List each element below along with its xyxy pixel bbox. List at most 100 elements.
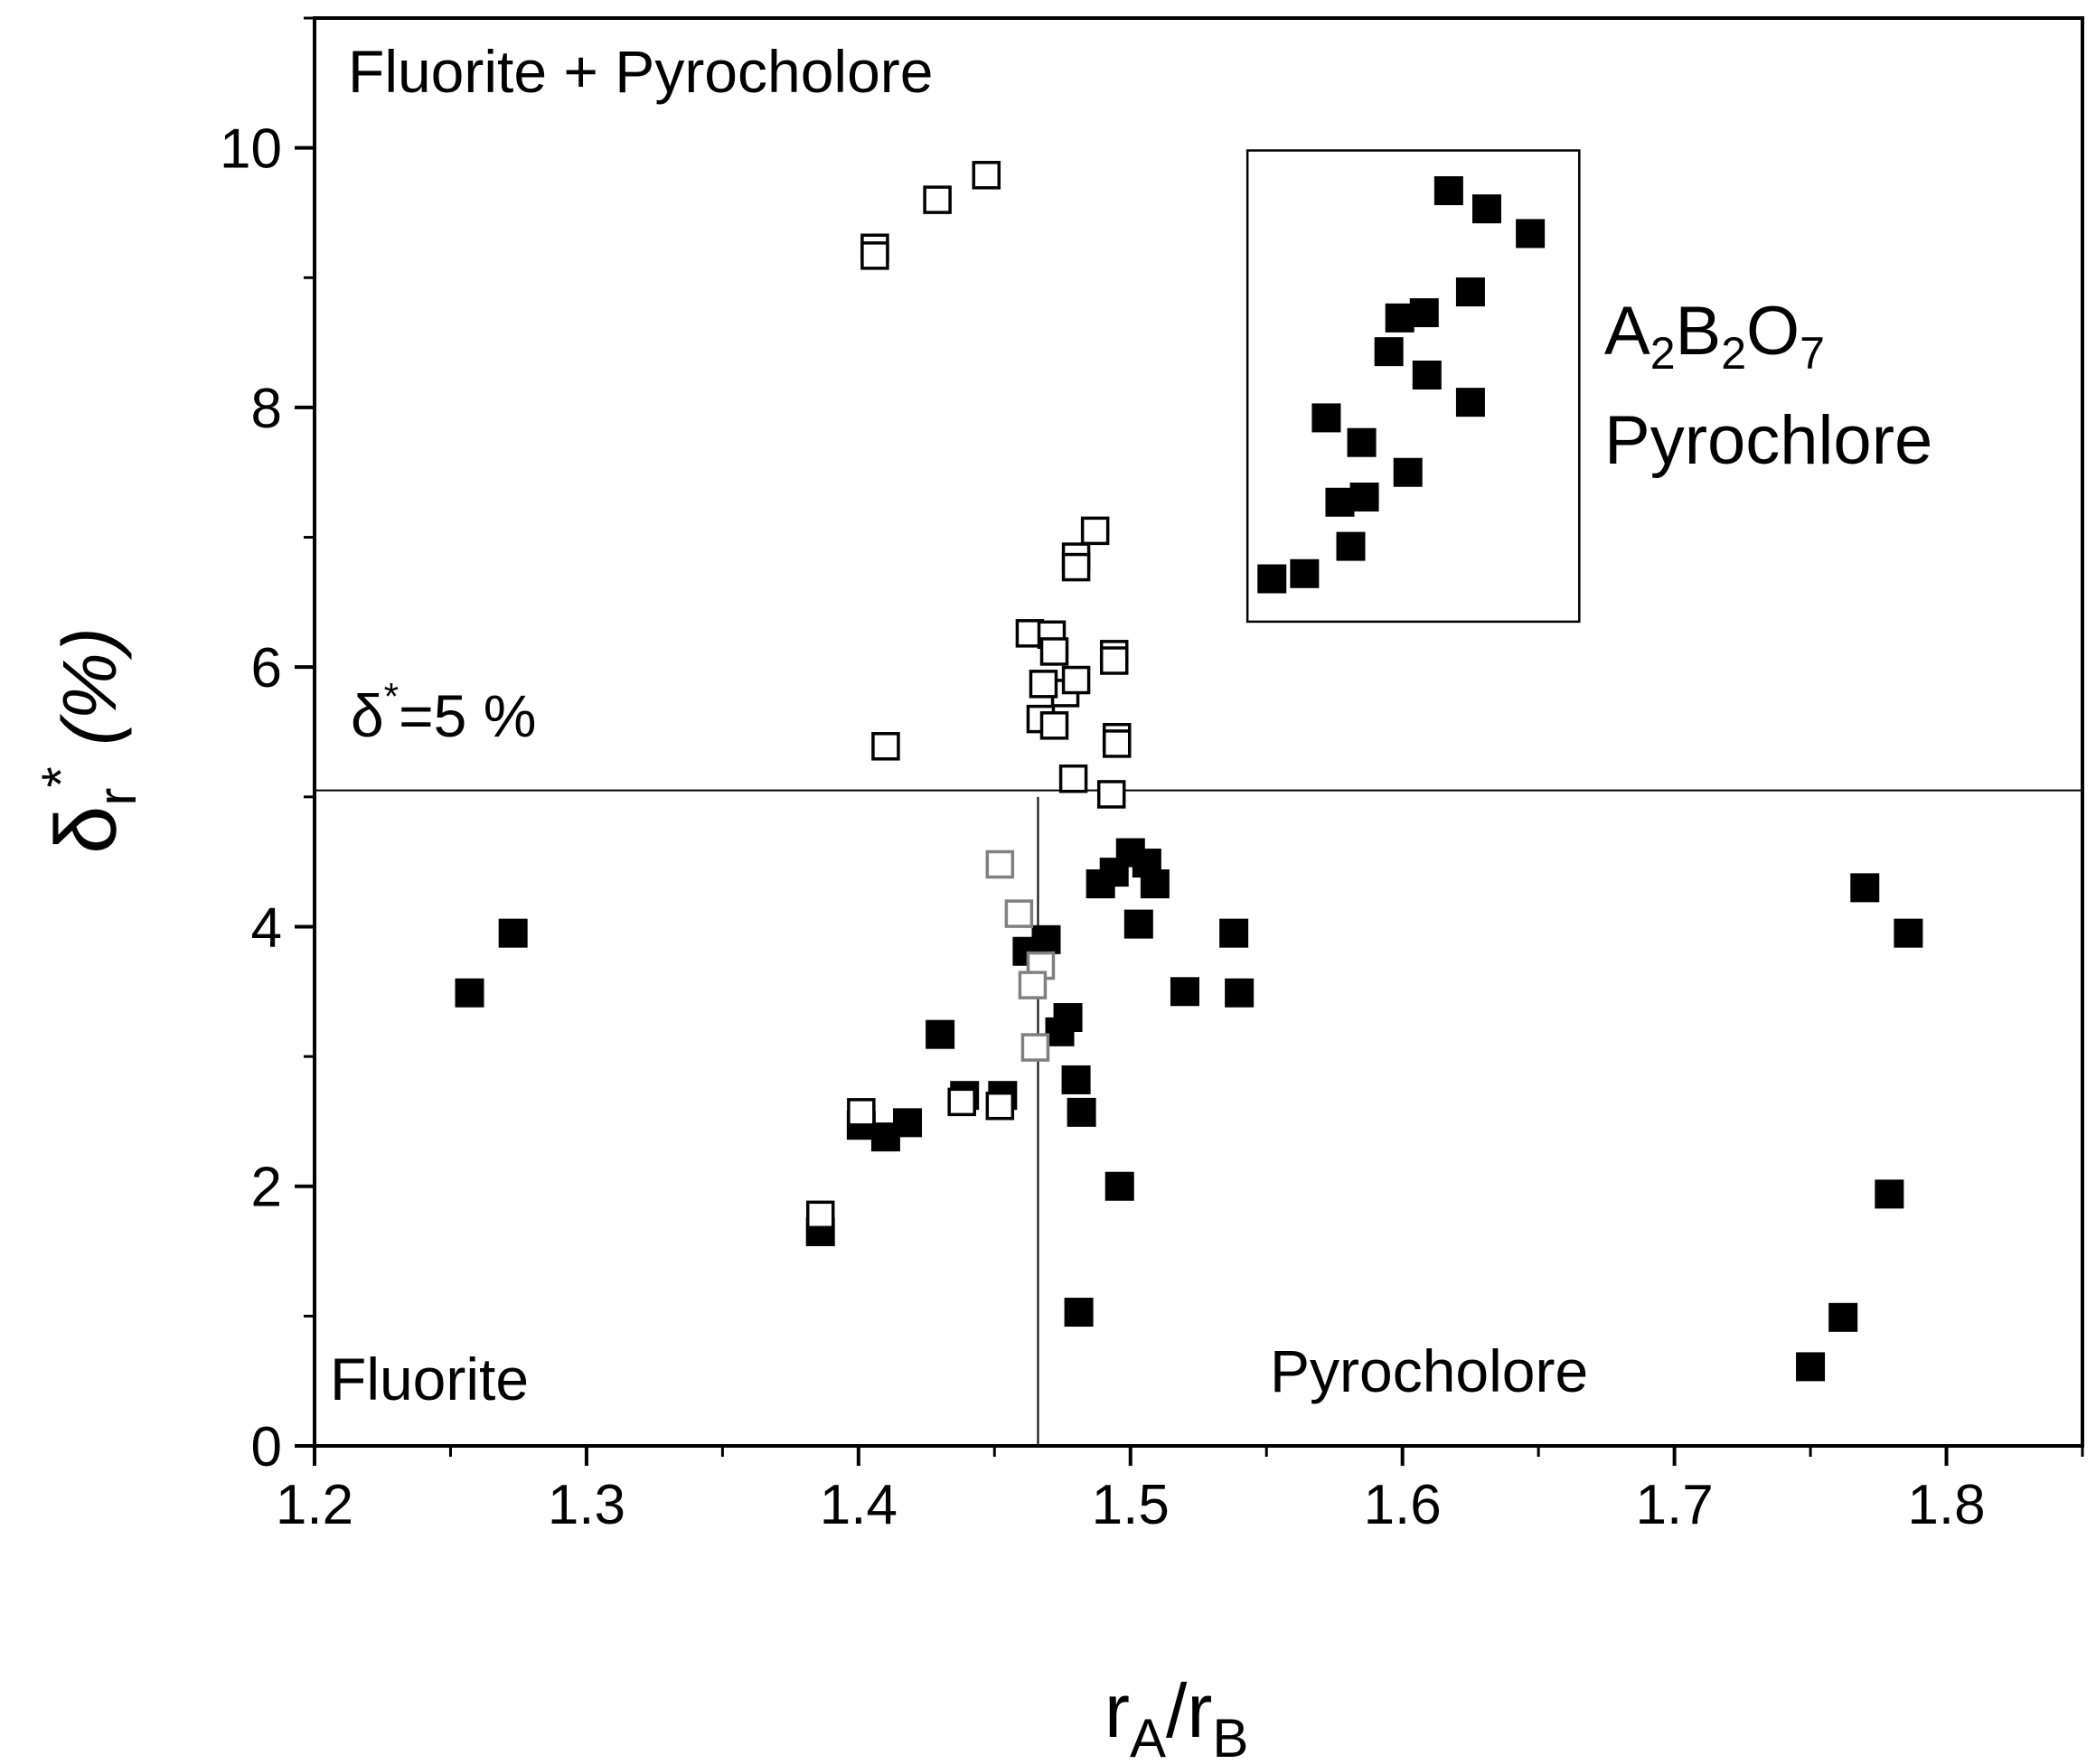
filled-square-point	[1104, 1171, 1134, 1201]
x-tick-label: 1.5	[1092, 1474, 1170, 1536]
filled-square-point	[1219, 918, 1249, 948]
annotation-fluorite-pyrocholore: Fluorite + Pyrocholore	[348, 38, 933, 105]
open-square-point	[1039, 637, 1069, 666]
x-tick-label: 1.4	[820, 1474, 898, 1536]
filled-square-point	[893, 1108, 923, 1138]
open-square-point	[1102, 729, 1132, 758]
y-tick-label: 6	[251, 637, 282, 699]
formula-o: O	[1746, 293, 1800, 370]
filled-square-point	[1064, 1298, 1094, 1328]
filled-square-point	[1894, 918, 1923, 948]
filled-square-point	[1412, 361, 1442, 389]
filled-square-point	[1067, 1097, 1096, 1127]
data-points	[455, 161, 1923, 1382]
annotation-delta-rest: =5 %	[399, 682, 536, 749]
filled-square-point	[1796, 1352, 1826, 1382]
open-square-point	[805, 1200, 835, 1230]
formula-b-sub: 2	[1721, 328, 1746, 379]
x-axis-title-slash: /r	[1166, 1668, 1212, 1753]
filled-square-point	[1336, 531, 1366, 561]
annotation-pyrochlore: Pyrochlore	[1604, 402, 1932, 479]
filled-square-point	[1061, 1065, 1091, 1094]
y-tick-label: 2	[251, 1157, 282, 1219]
open-square-point	[1029, 670, 1058, 699]
y-tick-label: 0	[251, 1416, 282, 1478]
gray-open-square-point	[1020, 1033, 1050, 1062]
annotation-formula: A2B2O7	[1604, 293, 1825, 379]
y-axis-title-rest: (%)	[47, 627, 132, 766]
y-tick-label: 4	[251, 896, 282, 959]
filled-square-point	[1290, 558, 1320, 588]
filled-square-point	[1409, 298, 1439, 328]
x-tick-label: 1.6	[1364, 1474, 1442, 1536]
filled-square-point	[1325, 487, 1355, 517]
filled-square-point	[1031, 924, 1061, 954]
open-square-point	[1061, 552, 1091, 582]
formula-a-sub: 2	[1650, 328, 1676, 379]
filled-square-point	[1140, 869, 1170, 899]
filled-square-point	[1393, 457, 1423, 487]
axes: 1.2 1.3 1.4 1.5 1.6 1.7 1.8 0 2 4 6 8 10	[220, 16, 2084, 1536]
formula-a: A	[1604, 293, 1650, 370]
filled-square-point	[1471, 194, 1501, 224]
open-square-point	[1080, 516, 1110, 546]
filled-square-point	[1455, 277, 1485, 307]
annotation-delta-threshold: δ*=5 %	[351, 675, 536, 749]
open-square-point	[1061, 665, 1091, 695]
annotation-delta-symbol: δ	[351, 682, 384, 749]
x-tick-label: 1.7	[1636, 1474, 1714, 1536]
open-square-point	[1058, 764, 1088, 793]
filled-square-point	[1257, 564, 1287, 594]
annotation-fluorite: Fluorite	[330, 1346, 529, 1412]
y-axis-title-sub: r	[87, 788, 147, 806]
filled-square-point	[498, 918, 528, 948]
filled-square-point	[1311, 403, 1341, 433]
x-tick-label: 1.2	[276, 1474, 353, 1536]
filled-square-point	[1053, 1003, 1083, 1032]
y-tick-label: 10	[220, 118, 282, 181]
y-tick-label: 8	[251, 378, 282, 440]
open-square-point	[871, 732, 900, 761]
x-axis-title: rA/rB	[1104, 1668, 1248, 1764]
filled-square-point	[1516, 219, 1546, 249]
x-tick-label: 1.3	[548, 1474, 625, 1536]
filled-square-point	[1347, 427, 1377, 457]
formula-b: B	[1676, 293, 1722, 370]
filled-square-point	[1850, 873, 1880, 903]
open-square-point	[1096, 780, 1126, 809]
gray-open-square-point	[1004, 899, 1034, 928]
open-square-point	[860, 241, 889, 270]
reference-lines	[315, 789, 2082, 1446]
open-square-point	[972, 161, 1001, 190]
filled-square-point	[1385, 303, 1415, 333]
y-axis-title-delta: δ	[38, 806, 135, 854]
y-axis-title-sup: *	[31, 766, 91, 787]
y-axis-title: δr* (%)	[31, 627, 147, 854]
gray-open-square-point	[1018, 971, 1048, 999]
open-square-point	[985, 1091, 1015, 1121]
filled-square-point	[1875, 1179, 1904, 1209]
x-tick-label: 1.8	[1907, 1474, 1985, 1536]
plot-frame	[313, 16, 2084, 1448]
filled-square-point	[1225, 978, 1255, 1008]
filled-square-point	[1455, 388, 1485, 418]
filled-square-point	[1123, 909, 1153, 939]
filled-square-point	[1374, 337, 1404, 367]
annotation-pyrocholore: Pyrocholore	[1270, 1337, 1588, 1404]
gray-open-square-point	[985, 849, 1015, 879]
open-square-point	[923, 185, 952, 214]
filled-square-point	[1349, 483, 1379, 512]
annotation-delta-sup: *	[384, 675, 399, 718]
pyrochlore-inset	[1245, 149, 1581, 624]
x-axis-title-sub-a: A	[1130, 1708, 1166, 1764]
inset-box	[1245, 149, 1581, 624]
formula-o-sub: 7	[1800, 328, 1825, 379]
open-square-point	[1099, 646, 1129, 675]
filled-square-point	[1828, 1302, 1858, 1332]
filled-square-point	[926, 1019, 955, 1049]
x-axis-title-sub-b: B	[1212, 1708, 1248, 1764]
x-axis-title-r: r	[1104, 1668, 1130, 1753]
open-square-point	[847, 1098, 876, 1127]
filled-square-point	[455, 978, 484, 1008]
